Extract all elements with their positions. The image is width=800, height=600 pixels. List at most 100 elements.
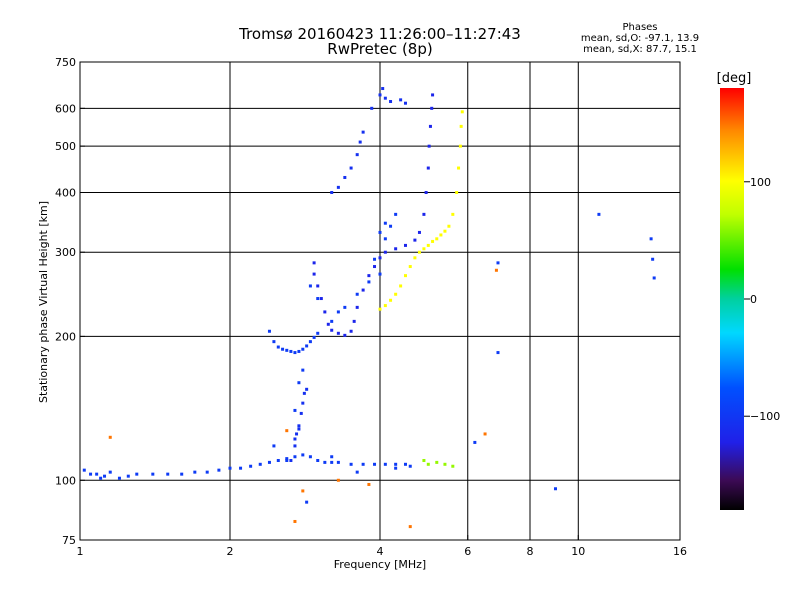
data-point [117, 476, 121, 480]
x-tick-label: 10 [571, 545, 585, 558]
data-point [293, 455, 297, 459]
data-point [272, 444, 276, 448]
y-tick-label: 400 [55, 186, 76, 199]
data-point [435, 237, 439, 241]
data-point [349, 462, 353, 466]
data-point [383, 96, 387, 100]
data-point [301, 401, 305, 405]
data-point [394, 466, 398, 470]
data-point [289, 349, 293, 353]
data-point [367, 274, 371, 278]
data-point [355, 292, 359, 296]
chart-title: Tromsø 20160423 11:26:00–11:27:43 [239, 25, 521, 43]
data-point [378, 307, 382, 311]
data-point [422, 247, 426, 251]
data-point [424, 190, 428, 194]
data-point [355, 305, 359, 309]
data-point [459, 124, 463, 128]
data-point [378, 93, 382, 97]
data-point [413, 238, 417, 242]
data-point [427, 144, 431, 148]
data-point [349, 166, 353, 170]
data-point [483, 432, 487, 436]
data-point [451, 464, 455, 468]
data-point [330, 460, 334, 464]
data-point [289, 458, 293, 462]
data-point [308, 455, 312, 459]
colorbar [720, 88, 744, 510]
data-point [285, 429, 289, 433]
colorbar-tick-label: 100 [750, 176, 771, 189]
data-point [430, 106, 434, 110]
data-point [403, 243, 407, 247]
data-point [108, 435, 112, 439]
data-point [349, 329, 353, 333]
data-point [378, 272, 382, 276]
data-point [428, 124, 432, 128]
data-point [316, 458, 320, 462]
data-point [126, 474, 130, 478]
data-point [319, 297, 323, 301]
y-tick-label: 75 [62, 534, 76, 547]
data-point [95, 472, 99, 476]
data-point [399, 98, 403, 102]
data-point [205, 470, 209, 474]
data-point [383, 221, 387, 225]
data-point [281, 347, 285, 351]
data-point [358, 140, 362, 144]
data-point [426, 243, 430, 247]
data-point [422, 212, 426, 216]
data-point [383, 462, 387, 466]
data-point [276, 458, 280, 462]
data-point [455, 190, 459, 194]
data-point [276, 345, 280, 349]
data-point [89, 472, 93, 476]
y-tick-label: 100 [55, 474, 76, 487]
data-point [389, 224, 393, 228]
x-tick-label: 4 [377, 545, 384, 558]
data-point [460, 110, 464, 114]
data-point [267, 460, 271, 464]
data-point [217, 468, 221, 472]
y-tick-label: 300 [55, 246, 76, 259]
data-point [285, 458, 289, 462]
data-point [99, 476, 103, 480]
data-point [373, 257, 377, 261]
data-point [435, 460, 439, 464]
data-point [301, 368, 305, 372]
y-tick-label: 200 [55, 330, 76, 343]
data-point [316, 297, 320, 301]
data-point [389, 100, 393, 104]
data-point [352, 319, 356, 323]
data-point [652, 276, 656, 280]
data-point [249, 464, 253, 468]
data-point [355, 153, 359, 157]
data-point [305, 387, 309, 391]
data-point [316, 284, 320, 288]
data-point [473, 440, 477, 444]
data-point [272, 340, 276, 344]
data-point [408, 265, 412, 269]
data-point [439, 233, 443, 237]
x-tick-label: 8 [527, 545, 534, 558]
data-point [151, 472, 155, 476]
data-point [383, 237, 387, 241]
x-tick-label: 2 [227, 545, 234, 558]
data-point [103, 474, 107, 478]
data-point [361, 130, 365, 134]
data-point [373, 462, 377, 466]
data-point [293, 437, 297, 441]
data-point [389, 298, 393, 302]
data-point [267, 329, 271, 333]
data-point [408, 464, 412, 468]
data-point [336, 185, 340, 189]
data-point [451, 212, 455, 216]
phases-x-stats: mean, sd,X: 87.7, 15.1 [583, 44, 697, 55]
data-point [408, 525, 412, 529]
data-point [336, 460, 340, 464]
data-point [302, 391, 306, 395]
y-tick-labels: 75 100 200 300 400 500 600 750 [55, 56, 85, 547]
data-point [301, 489, 305, 493]
data-point [285, 348, 289, 352]
